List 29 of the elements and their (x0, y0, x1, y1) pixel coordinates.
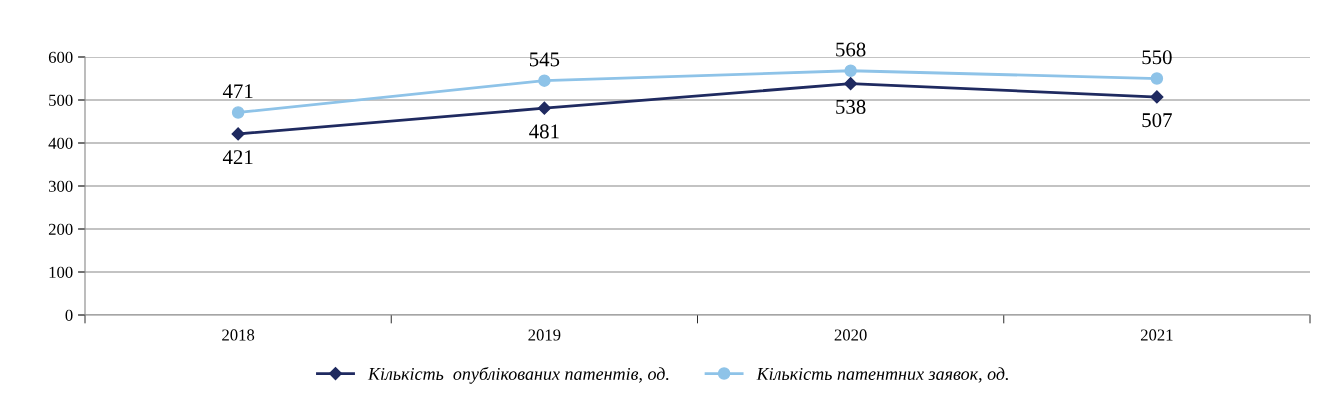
y-tick-label: 100 (49, 266, 73, 278)
point (844, 64, 857, 78)
data-label: 481 (529, 124, 559, 139)
point (231, 127, 245, 141)
data-label: 507 (1142, 113, 1172, 128)
x-tick-label: 2018 (222, 329, 255, 341)
x-tick-label: 2019 (528, 329, 561, 341)
point (1150, 90, 1164, 104)
point (844, 77, 858, 91)
y-tick-label: 0 (65, 309, 73, 321)
data-label: 568 (836, 42, 866, 57)
point (231, 106, 245, 119)
x-tick-label: 2020 (834, 329, 867, 341)
x-tick-label: 2021 (1140, 329, 1173, 341)
y-tick-label: 300 (48, 180, 73, 192)
data-label: 545 (529, 52, 560, 67)
y-tick-label: 400 (48, 137, 73, 149)
data-label: 538 (836, 99, 866, 114)
y-tick-label: 500 (49, 94, 73, 106)
data-label: 421 (222, 150, 253, 164)
point (537, 101, 551, 115)
point (1150, 72, 1164, 85)
y-tick-label: 600 (48, 51, 73, 63)
legend-label: Кількість патентних заявок, од. (756, 367, 1008, 383)
legend-label: Кількість опублікованих патентів, од. (367, 366, 669, 384)
point (538, 74, 551, 87)
data-label: 550 (1142, 50, 1172, 65)
data-label: 471 (222, 84, 253, 99)
y-tick-label: 200 (48, 223, 73, 235)
